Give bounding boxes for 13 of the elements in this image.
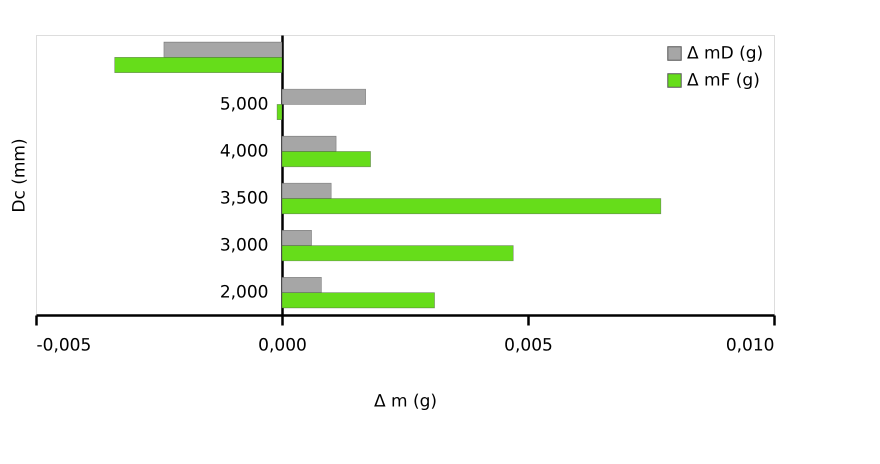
y-axis-title: Dc (mm) (10, 138, 30, 213)
legend-label: Δ mD (g) (687, 44, 764, 64)
x-tick-label: 0,005 (504, 336, 553, 356)
x-tick-label: 0,000 (258, 336, 307, 356)
legend-label: Δ mF (g) (687, 70, 760, 90)
y-tick-label: 3,500 (220, 188, 268, 209)
y-tick-label: 2,000 (220, 282, 268, 303)
x-axis-title: Δ m (g) (374, 392, 438, 412)
y-tick-label: 4,000 (220, 141, 268, 162)
x-tick-label: -0,005 (36, 336, 92, 356)
y-tick-label: 5,000 (220, 94, 268, 114)
x-tick-label: 0,010 (726, 336, 774, 356)
y-tick-label: 3,000 (220, 236, 268, 256)
